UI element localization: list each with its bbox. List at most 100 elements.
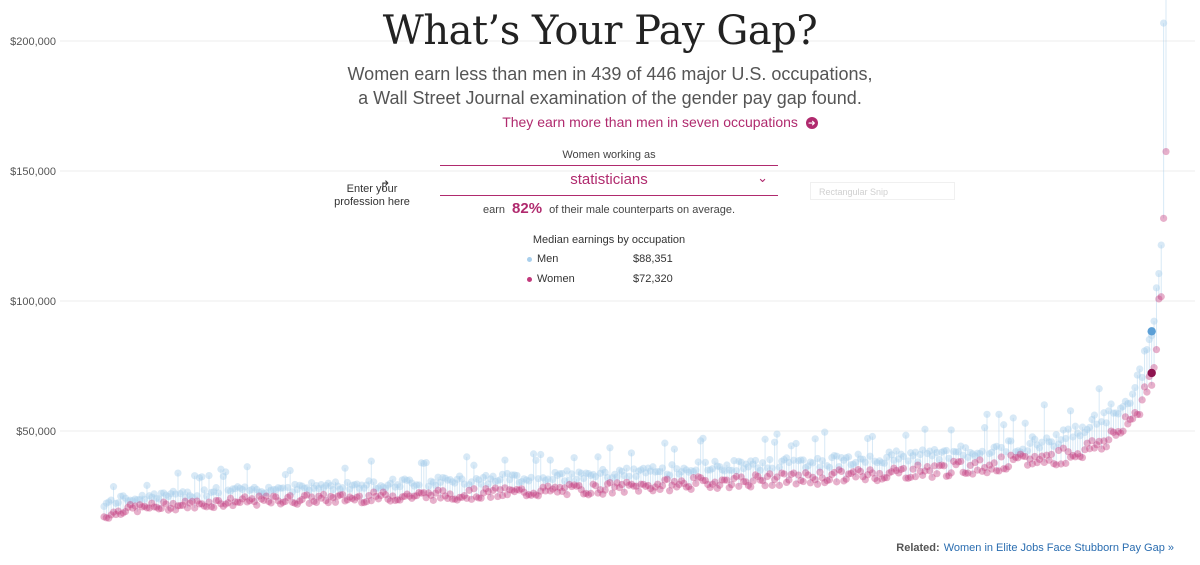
women-point (1014, 454, 1022, 462)
men-point (940, 447, 948, 455)
men-point (265, 483, 273, 491)
women-point (1155, 295, 1163, 303)
women-point (625, 481, 633, 489)
men-point (580, 474, 588, 483)
women-point (155, 505, 163, 513)
related-link[interactable]: Women in Elite Jobs Face Stubborn Pay Ga… (943, 542, 1174, 554)
women-point (859, 473, 867, 481)
men-point (102, 499, 110, 507)
men-point (355, 484, 363, 493)
women-point (904, 474, 912, 482)
men-point (849, 460, 857, 468)
women-point (465, 486, 473, 494)
women-point (1114, 427, 1122, 436)
men-point (145, 492, 153, 500)
men-point (1145, 335, 1153, 344)
women-point (568, 482, 576, 491)
men-point (522, 476, 531, 484)
women-point (921, 467, 929, 475)
women-point (455, 493, 464, 501)
women-point (1055, 446, 1063, 455)
men-point (413, 481, 421, 489)
men-point (871, 457, 879, 465)
men-point (582, 469, 590, 477)
women-point (250, 497, 258, 506)
women-point (296, 497, 304, 505)
women-point (981, 463, 989, 472)
men-point (465, 481, 473, 489)
men-point (673, 465, 681, 473)
men-point (1086, 423, 1094, 432)
men-point (833, 452, 841, 460)
men-point (484, 480, 492, 488)
women-point (360, 498, 368, 507)
chevron-down-icon: ⌄ (757, 170, 768, 185)
women-point (1035, 455, 1044, 463)
women-point (737, 473, 745, 481)
women-point (176, 501, 184, 510)
women-point (475, 494, 483, 502)
women-point (329, 494, 337, 502)
women-point (654, 480, 662, 488)
men-point (866, 452, 874, 460)
women-point (458, 493, 466, 501)
women-point (279, 498, 287, 506)
men-point (995, 410, 1003, 418)
women-point (997, 453, 1005, 461)
y-tick-label: $50,000 (16, 426, 56, 438)
men-point (491, 477, 499, 486)
men-point (1121, 397, 1130, 405)
men-point (1100, 409, 1108, 417)
men-point (129, 497, 137, 505)
men-point (601, 468, 609, 477)
highlight-men-point (1147, 327, 1156, 336)
women-point (126, 500, 134, 509)
men-point (534, 475, 542, 483)
men-point (911, 448, 920, 456)
men-point (1109, 409, 1118, 417)
women-point (479, 489, 488, 497)
men-point (427, 477, 435, 485)
women-point (150, 503, 158, 511)
men-point (231, 485, 239, 493)
women-point (238, 495, 247, 503)
women-point (756, 476, 764, 484)
men-point (844, 453, 853, 461)
women-point (393, 496, 402, 504)
men-point (1033, 441, 1041, 449)
men-point (742, 460, 750, 468)
women-point (346, 493, 354, 501)
men-point (475, 476, 483, 484)
women-point (1140, 383, 1149, 391)
women-point (878, 475, 886, 483)
more-occupations-link[interactable]: They earn more than men in seven occupat… (400, 114, 920, 130)
women-point (725, 484, 733, 492)
women-point (742, 478, 750, 486)
men-point (716, 463, 724, 471)
women-point (205, 498, 213, 506)
women-point (293, 500, 301, 508)
men-point (950, 447, 958, 456)
women-point (739, 477, 748, 486)
women-point (358, 499, 366, 507)
men-point (773, 430, 781, 438)
women-point (463, 494, 471, 502)
occupation-select[interactable]: statisticians ⌄ (440, 165, 778, 196)
women-point (802, 469, 810, 477)
women-point (854, 465, 862, 474)
men-point (708, 465, 717, 473)
women-point (1050, 460, 1058, 468)
women-point (771, 475, 779, 484)
men-point (501, 456, 509, 464)
women-point (203, 503, 211, 511)
men-point (1074, 429, 1082, 437)
men-point (1031, 435, 1039, 443)
women-point (1076, 453, 1084, 461)
women-point (907, 473, 915, 481)
women-point (556, 483, 564, 492)
women-point (370, 488, 378, 496)
women-point (699, 477, 707, 485)
men-point (771, 438, 779, 446)
men-point (794, 457, 803, 465)
men-point (305, 486, 313, 494)
